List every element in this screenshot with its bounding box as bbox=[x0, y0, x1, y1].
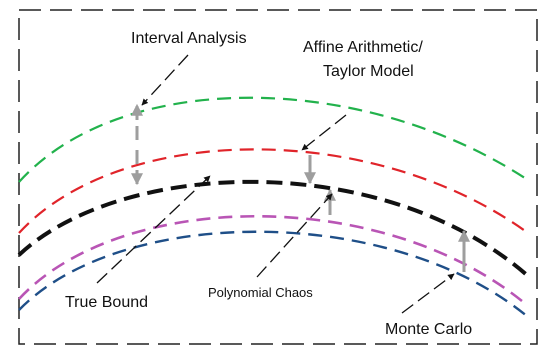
polynomial-chaos-pointer bbox=[256, 193, 333, 278]
true-bound-pointer bbox=[96, 175, 211, 284]
polynomial-chaos-curve bbox=[18, 215, 529, 307]
interval-pointer bbox=[141, 54, 189, 106]
affine-pointer bbox=[301, 114, 347, 151]
label-polynomial-chaos: Polynomial Chaos bbox=[208, 285, 313, 300]
affine-taylor-curve bbox=[18, 148, 529, 234]
label-true-bound: True Bound bbox=[65, 294, 148, 311]
label-affine-line1: Affine Arithmetic/ bbox=[303, 39, 423, 56]
label-interval-analysis: Interval Analysis bbox=[131, 30, 247, 47]
monte-carlo-curve bbox=[18, 230, 529, 318]
label-affine-line2: Taylor Model bbox=[323, 63, 414, 80]
dashed-frame bbox=[18, 9, 538, 345]
monte-carlo-pointer bbox=[401, 273, 455, 314]
interval-analysis-curve bbox=[18, 96, 529, 183]
label-monte-carlo: Monte Carlo bbox=[385, 321, 472, 338]
